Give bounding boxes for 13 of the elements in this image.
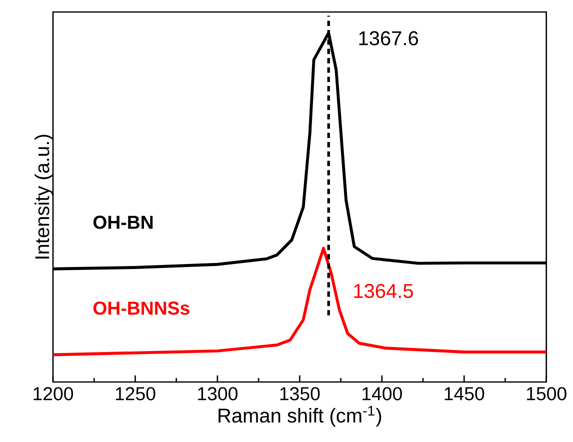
annotation: 1367.6 [359, 31, 418, 46]
x-tick-label: 1450 [444, 387, 484, 400]
x-tick-label: 1400 [362, 387, 402, 400]
x-axis-title: Raman shift (cm$^{-1}$) [218, 406, 382, 427]
x-tick-label: 1200 [34, 387, 74, 400]
series-label: OH-BNNSs [93, 302, 190, 315]
text: OH-BN [93, 216, 153, 229]
x-tick-label: 1350 [280, 387, 320, 400]
annotation: 1364.5 [354, 284, 413, 298]
y-axis-title: Intensity (a.u.) [34, 134, 54, 259]
x-tick-label: 1250 [116, 387, 156, 400]
x-tick-label: 1500 [527, 387, 566, 400]
x-tick-label: 1300 [198, 387, 238, 400]
